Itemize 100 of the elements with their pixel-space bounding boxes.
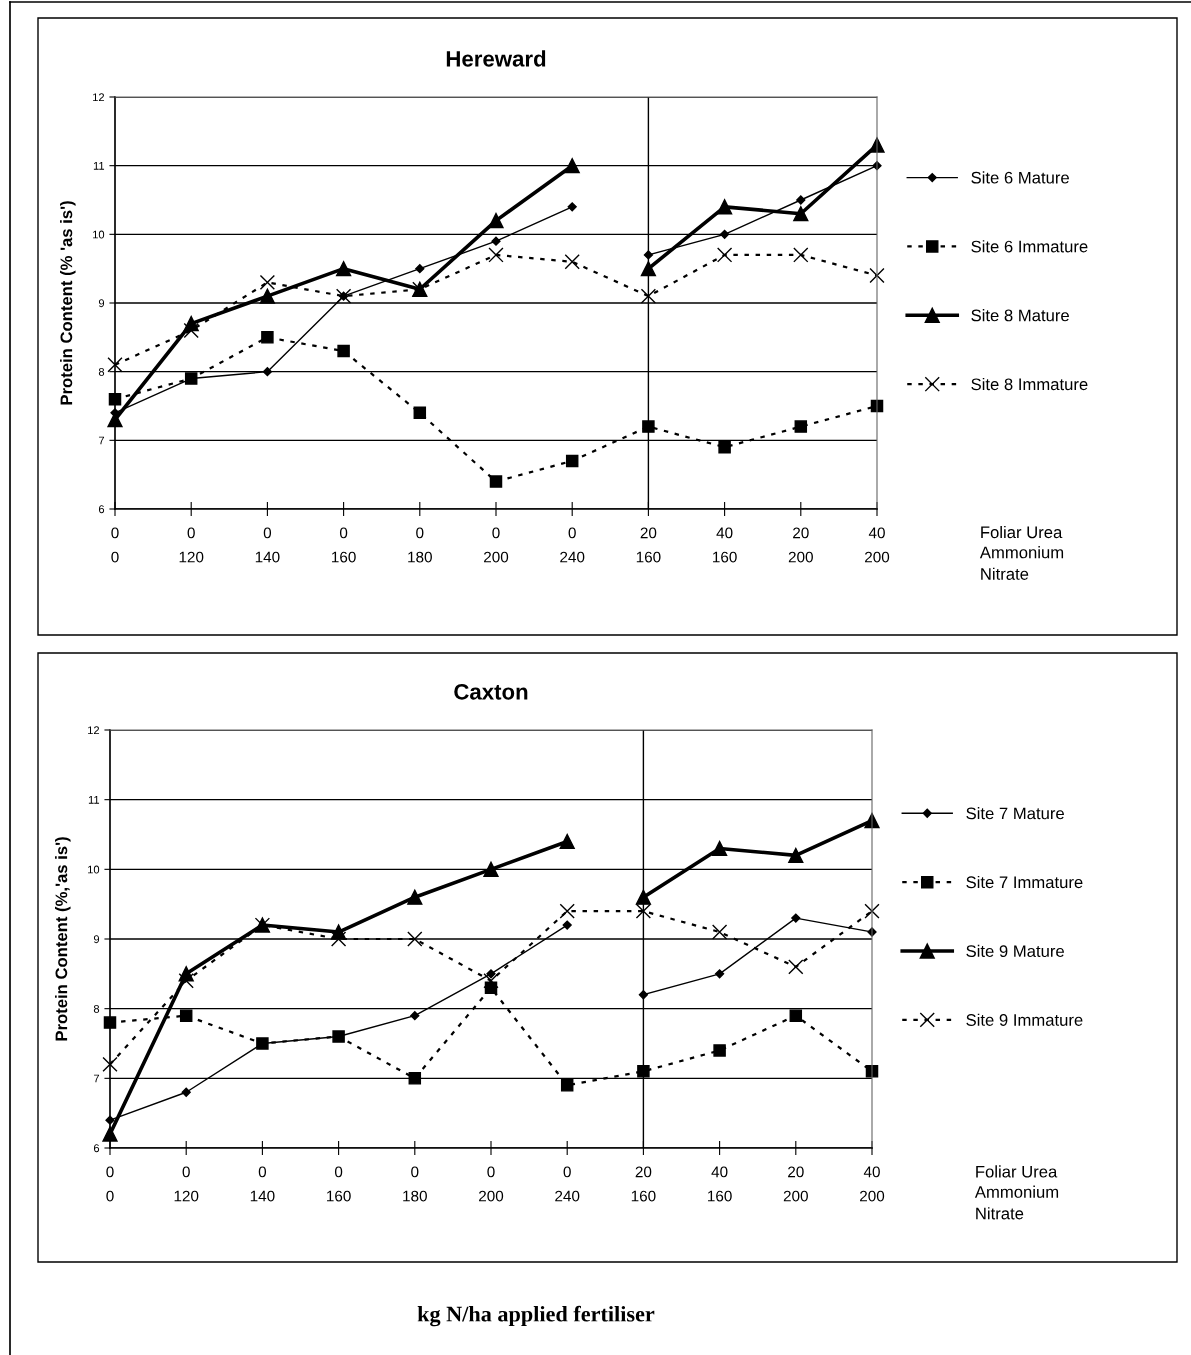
text: Foliar Urea (981, 525, 1063, 539)
point (107, 357, 123, 373)
point (796, 195, 806, 205)
point (562, 920, 572, 930)
x-tick-label: 0 240 (555, 1166, 580, 1202)
legend-label: Site 9 Immature (966, 1013, 1083, 1026)
point (869, 267, 885, 284)
point (181, 1087, 191, 1097)
x-tick-label: 40 200 (860, 1166, 885, 1202)
x-tick-label: 0 240 (560, 527, 585, 563)
y-tick-label: 7 (93, 1074, 100, 1083)
legend-label: Site 9 Mature (966, 944, 1064, 958)
point (789, 1009, 803, 1022)
point (711, 924, 728, 940)
legend-label: Site 8 Immature (971, 377, 1088, 391)
point (259, 288, 276, 304)
chart-title: Hereward (446, 50, 546, 67)
point (261, 331, 274, 344)
x-tick-label: 0 140 (250, 1166, 275, 1202)
x-tick-label: 0 160 (332, 527, 356, 563)
point (488, 247, 504, 263)
x-tick-label: 0 180 (403, 1166, 427, 1202)
y-tick-label: 11 (88, 796, 100, 804)
text: Ammonium Nitrate (979, 546, 1064, 580)
x-tick-label: 0 200 (479, 1166, 504, 1202)
y-tick-label: 9 (98, 299, 105, 308)
point (489, 475, 503, 488)
point (640, 288, 657, 304)
x-tick-label: 40 160 (713, 527, 737, 563)
point (410, 1011, 420, 1021)
y-tick-label: 7 (98, 436, 105, 445)
point (413, 406, 427, 420)
point (711, 840, 728, 857)
point (565, 454, 579, 468)
point (719, 229, 730, 239)
point (330, 931, 347, 947)
point (183, 322, 199, 339)
x-tick-label: 20 160 (636, 527, 661, 563)
point (718, 440, 731, 454)
x-tick-label: 20 200 (788, 527, 813, 563)
x-tick-label: 0 120 (174, 1166, 199, 1202)
y-axis-title: Protein Content (%,'as is') (55, 837, 71, 1041)
point (788, 959, 804, 975)
point (407, 931, 423, 947)
legend-label: Site 7 Mature (966, 807, 1064, 820)
y-tick-label: 8 (98, 367, 105, 376)
point (491, 236, 501, 246)
x-tick-label: 20 200 (783, 1166, 808, 1202)
point (486, 969, 496, 979)
x-tick-label: 0 0 (111, 527, 119, 563)
point (560, 1079, 574, 1092)
point (335, 261, 352, 277)
chart-title: Caxton (454, 683, 528, 700)
x-tick-label: 0 180 (408, 527, 432, 563)
x-tick-label: 0 200 (484, 527, 509, 563)
point (716, 247, 733, 263)
point (102, 1056, 118, 1073)
x-tick-label: 0 120 (179, 527, 204, 563)
text: kg N/ha applied fertiliser (417, 1305, 655, 1327)
point (716, 199, 733, 215)
point (635, 889, 652, 905)
point (488, 212, 504, 229)
point (864, 903, 880, 919)
y-tick-label: 6 (93, 1144, 100, 1153)
y-tick-label: 8 (93, 1004, 100, 1013)
y-tick-label: 12 (93, 93, 105, 102)
y-tick-label: 11 (93, 162, 105, 170)
y-tick-label: 10 (88, 865, 100, 874)
point (564, 158, 580, 174)
text: Ammonium Nitrate (974, 1185, 1059, 1220)
point (179, 1009, 193, 1022)
text: Foliar Urea (976, 1165, 1058, 1178)
point (635, 903, 652, 919)
y-tick-label: 12 (88, 726, 100, 735)
point (564, 254, 580, 270)
legend-label: Site 6 Mature (971, 171, 1069, 184)
point (713, 1044, 726, 1057)
point (788, 847, 804, 864)
point (714, 969, 725, 979)
point (483, 861, 499, 877)
legend-label: Site 6 Immature (971, 240, 1088, 253)
y-tick-label: 10 (93, 230, 105, 239)
point (337, 344, 350, 358)
x-tick-label: 0 160 (327, 1166, 351, 1202)
point (791, 913, 801, 923)
point (794, 420, 808, 433)
x-tick-label: 20 160 (631, 1166, 656, 1202)
y-tick-label: 6 (98, 505, 105, 514)
point (262, 367, 273, 377)
x-tick-label: 0 140 (255, 527, 280, 563)
point (637, 1065, 650, 1078)
point (259, 274, 276, 291)
point (559, 833, 575, 850)
y-tick-label: 9 (93, 935, 100, 944)
x-tick-label: 40 160 (708, 1166, 732, 1202)
point (407, 889, 423, 905)
y-axis-title: Protein Content (% 'as is') (60, 201, 76, 405)
point (415, 264, 425, 274)
point (559, 903, 575, 919)
x-tick-label: 0 0 (106, 1166, 114, 1202)
